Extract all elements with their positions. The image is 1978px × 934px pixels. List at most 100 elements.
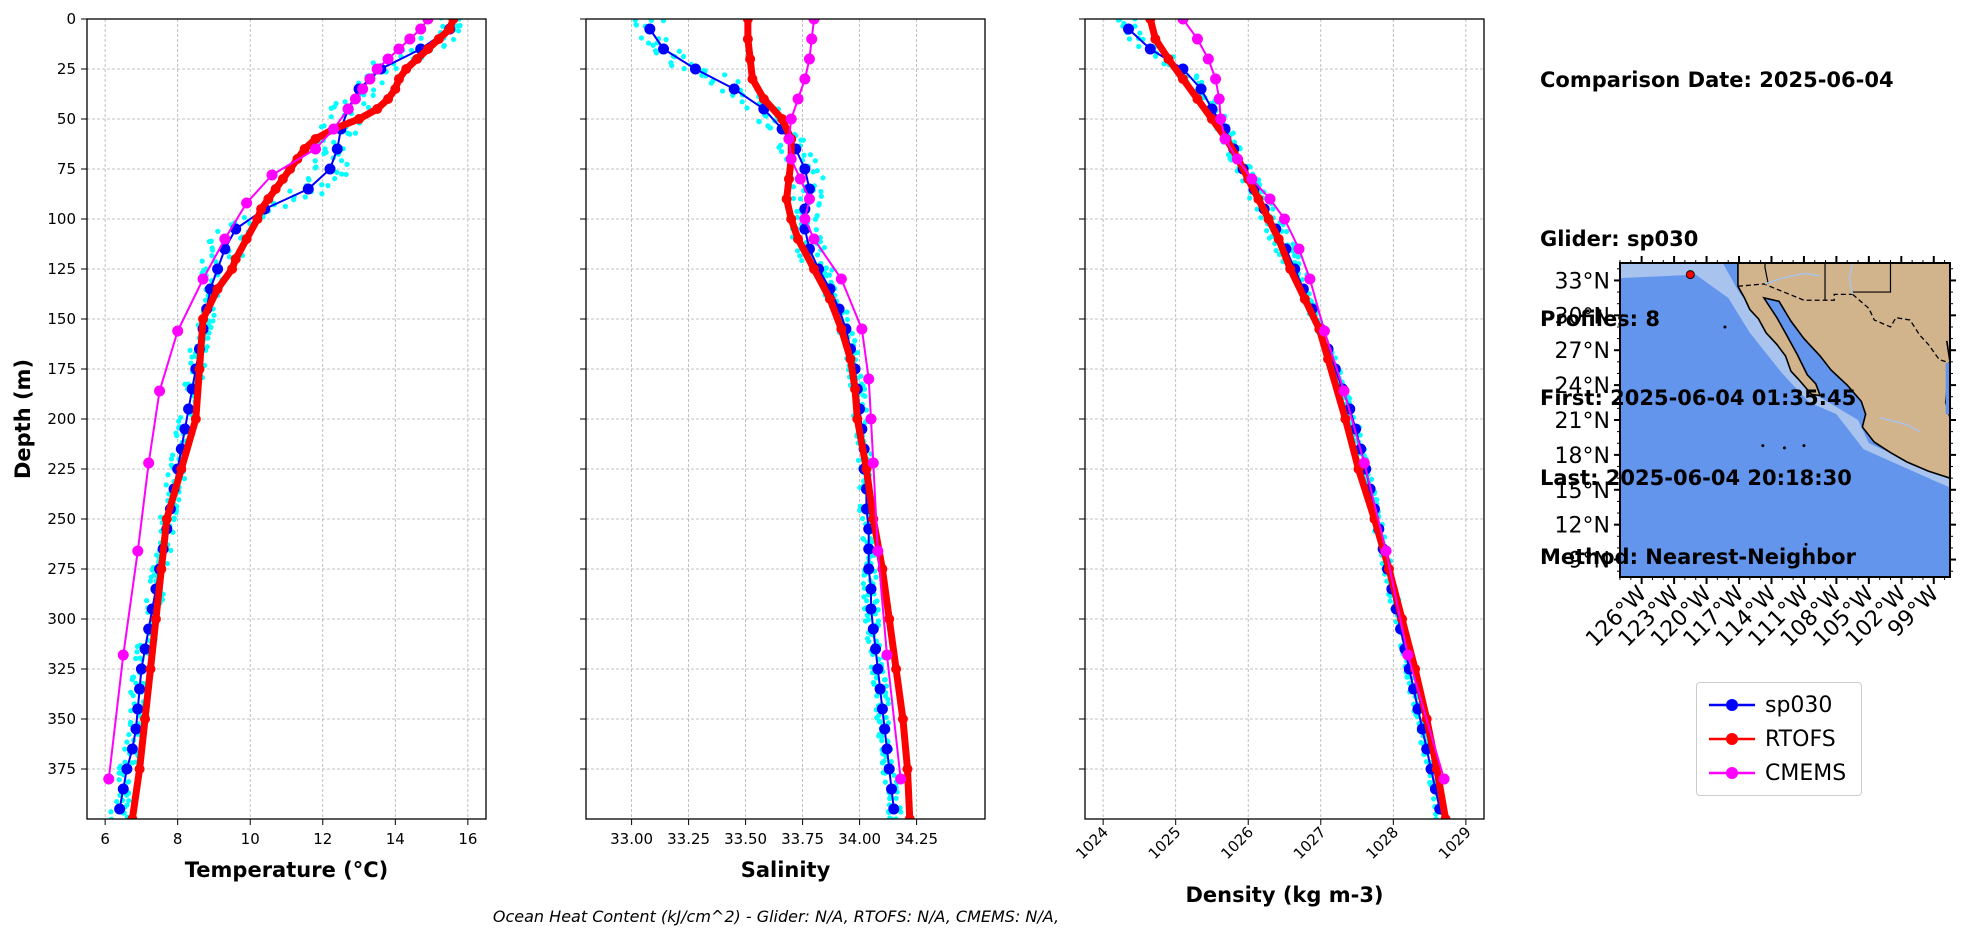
data-point-rtofs bbox=[412, 54, 423, 64]
obs-point bbox=[807, 152, 814, 158]
obs-point bbox=[321, 123, 327, 129]
plot-area bbox=[632, 19, 915, 819]
obs-point bbox=[719, 88, 726, 94]
data-point-cmems bbox=[1358, 457, 1370, 469]
obs-point bbox=[638, 35, 645, 41]
obs-point bbox=[681, 66, 687, 72]
data-point-rtofs bbox=[1206, 114, 1217, 124]
obs-point bbox=[849, 330, 855, 337]
obs-point bbox=[174, 432, 180, 439]
obs-point bbox=[801, 152, 807, 158]
obs-point bbox=[790, 195, 797, 202]
data-point-cmems bbox=[1215, 113, 1227, 125]
info-spacer bbox=[1540, 147, 1894, 174]
obs-point bbox=[799, 257, 805, 264]
y-tick-label: 75 bbox=[57, 160, 76, 178]
obs-point bbox=[188, 360, 194, 366]
obs-point bbox=[660, 19, 667, 24]
obs-point bbox=[1117, 19, 1123, 23]
data-point-rtofs bbox=[891, 664, 902, 674]
obs-point bbox=[114, 799, 120, 805]
data-point-cmems bbox=[349, 93, 361, 105]
data-point-sp030 bbox=[863, 543, 875, 555]
obs-point bbox=[800, 137, 806, 143]
obs-point bbox=[1126, 36, 1132, 42]
obs-point bbox=[343, 171, 349, 178]
obs-point bbox=[122, 746, 128, 752]
obs-point bbox=[1227, 156, 1233, 162]
obs-point bbox=[455, 28, 462, 34]
comparison-info: Comparison Date: 2025-06-04 Glider: sp03… bbox=[1540, 14, 1894, 597]
data-point-rtofs bbox=[742, 34, 753, 44]
ohc-footer-text: Ocean Heat Content (kJ/cm^2) - Glider: N… bbox=[492, 907, 1060, 926]
obs-point bbox=[1430, 796, 1437, 802]
data-point-cmems bbox=[154, 385, 166, 397]
data-point-rtofs bbox=[1177, 74, 1188, 84]
obs-point bbox=[1306, 291, 1312, 297]
x-tick-label: 1026 bbox=[1217, 823, 1257, 863]
legend-label: RTOFS bbox=[1765, 726, 1836, 752]
obs-point bbox=[865, 617, 872, 623]
data-point-rtofs bbox=[1285, 264, 1296, 274]
data-point-sp030 bbox=[1123, 23, 1135, 35]
data-point-cmems bbox=[863, 373, 875, 385]
x-tick-label: 33.50 bbox=[724, 830, 767, 848]
profile-panels: 6 8 10 12 14 16 0 25 50 75 100 125 150 175 200 225 250 27… bbox=[11, 10, 1485, 907]
y-tick-label: 25 bbox=[57, 60, 76, 78]
legend-item-sp030: sp030 bbox=[1707, 690, 1832, 720]
obs-point bbox=[708, 80, 714, 86]
obs-point bbox=[794, 248, 801, 254]
obs-point bbox=[441, 43, 447, 49]
lat-label: 15°N bbox=[1555, 479, 1610, 504]
obs-point bbox=[877, 719, 883, 725]
data-point-rtofs bbox=[401, 64, 412, 74]
obs-point bbox=[164, 560, 170, 567]
obs-point bbox=[663, 36, 669, 43]
obs-point bbox=[891, 772, 897, 778]
obs-point bbox=[163, 482, 169, 488]
obs-point bbox=[171, 516, 177, 523]
obs-point bbox=[812, 158, 818, 164]
data-point-cmems bbox=[328, 123, 340, 135]
obs-point bbox=[131, 674, 137, 680]
y-tick-label: 350 bbox=[47, 710, 76, 728]
obs-point bbox=[855, 457, 862, 463]
x-tick-label: 8 bbox=[173, 830, 183, 848]
obs-point bbox=[127, 719, 134, 725]
obs-point bbox=[1258, 215, 1264, 221]
data-point-sp030 bbox=[863, 563, 875, 575]
data-point-cmems bbox=[415, 23, 427, 35]
data-point-sp030 bbox=[865, 583, 877, 595]
x-tick-label: 6 bbox=[100, 830, 110, 848]
obs-point bbox=[882, 779, 888, 785]
method-text: Method: Nearest-Neighbor bbox=[1540, 545, 1856, 569]
rio-grande-border bbox=[1852, 293, 1950, 364]
island bbox=[1782, 446, 1786, 450]
obs-point bbox=[342, 99, 348, 105]
data-point-sp030 bbox=[114, 803, 126, 815]
data-point-cmems bbox=[1279, 213, 1290, 225]
data-point-sp030 bbox=[888, 803, 900, 815]
data-point-rtofs bbox=[383, 94, 394, 104]
data-point-rtofs bbox=[836, 324, 847, 334]
obs-point bbox=[344, 161, 350, 167]
data-point-rtofs bbox=[1192, 94, 1203, 104]
y-tick-label: 300 bbox=[47, 610, 76, 628]
x-tick-label: 14 bbox=[386, 830, 405, 848]
data-point-cmems bbox=[382, 53, 394, 65]
x-tick-label: 33.25 bbox=[667, 830, 710, 848]
data-point-sp030 bbox=[881, 743, 893, 755]
data-point-rtofs bbox=[299, 144, 310, 154]
data-point-cmems bbox=[393, 43, 405, 55]
data-point-sp030 bbox=[870, 643, 882, 655]
data-point-rtofs bbox=[241, 234, 252, 244]
data-point-rtofs bbox=[850, 384, 861, 394]
obs-point bbox=[328, 114, 334, 120]
data-point-rtofs bbox=[212, 284, 223, 294]
data-point-cmems bbox=[835, 273, 847, 285]
data-point-rtofs bbox=[176, 464, 187, 474]
glider-observations bbox=[1115, 19, 1447, 819]
obs-point bbox=[226, 254, 233, 260]
obs-point bbox=[379, 80, 385, 86]
obs-point bbox=[883, 714, 889, 721]
